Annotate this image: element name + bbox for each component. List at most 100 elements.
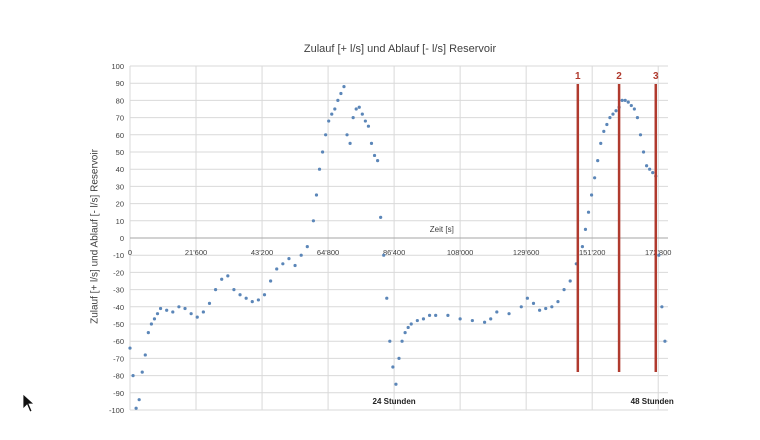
data-point bbox=[589, 193, 594, 197]
data-point bbox=[403, 331, 407, 335]
y-tick-label: -20 bbox=[113, 268, 124, 277]
y-tick-label: -80 bbox=[113, 372, 124, 381]
y-tick-label: 100 bbox=[111, 62, 124, 71]
data-point bbox=[391, 365, 395, 369]
data-point bbox=[556, 300, 560, 304]
data-point bbox=[519, 305, 523, 309]
data-point bbox=[538, 308, 542, 312]
x-tick-label: 86'400 bbox=[383, 248, 405, 257]
y-tick-label: -100 bbox=[109, 406, 124, 415]
x-tick-label: 151'200 bbox=[579, 248, 605, 257]
data-point bbox=[287, 257, 291, 261]
data-point bbox=[345, 133, 349, 137]
data-point bbox=[593, 176, 597, 180]
data-point bbox=[131, 374, 135, 378]
data-point bbox=[376, 159, 380, 163]
x-axis-label: Zeit [s] bbox=[430, 225, 454, 234]
data-point bbox=[482, 320, 487, 324]
marker-label: 3 bbox=[653, 71, 659, 82]
y-tick-label: 30 bbox=[116, 182, 124, 191]
data-point bbox=[550, 305, 554, 309]
data-point bbox=[155, 312, 160, 316]
data-point bbox=[583, 227, 588, 231]
data-point bbox=[629, 103, 633, 108]
data-point bbox=[638, 133, 643, 137]
y-tick-label: 90 bbox=[116, 79, 124, 88]
data-point bbox=[562, 288, 566, 292]
y-tick-label: 80 bbox=[116, 96, 124, 105]
data-point bbox=[369, 141, 374, 145]
data-point bbox=[507, 312, 511, 316]
data-point bbox=[632, 107, 636, 111]
data-point bbox=[648, 167, 652, 171]
data-point bbox=[495, 310, 499, 314]
data-point bbox=[580, 245, 585, 249]
data-point bbox=[339, 91, 343, 96]
data-point bbox=[320, 150, 325, 154]
data-point bbox=[207, 301, 212, 305]
data-point bbox=[406, 325, 410, 330]
data-point bbox=[641, 150, 646, 154]
data-point bbox=[434, 313, 438, 317]
data-point bbox=[137, 398, 141, 402]
data-point bbox=[201, 310, 205, 314]
data-point bbox=[262, 293, 267, 297]
data-point bbox=[421, 317, 426, 321]
chart-title: Zulauf [+ l/s] und Ablauf [- l/s] Reserv… bbox=[303, 43, 497, 55]
data-point bbox=[586, 210, 591, 214]
data-point bbox=[397, 356, 401, 360]
data-point bbox=[611, 112, 615, 116]
data-point bbox=[351, 116, 355, 120]
data-point bbox=[645, 164, 649, 168]
data-point bbox=[596, 159, 600, 163]
data-point bbox=[599, 141, 603, 145]
data-point bbox=[183, 306, 187, 311]
data-point bbox=[602, 129, 606, 133]
data-point bbox=[140, 370, 144, 374]
data-point bbox=[366, 124, 371, 128]
data-point bbox=[623, 98, 627, 102]
data-point bbox=[342, 85, 346, 89]
data-point bbox=[626, 100, 630, 104]
data-point bbox=[226, 274, 230, 278]
data-point bbox=[531, 301, 536, 305]
y-tick-label: 70 bbox=[116, 114, 124, 123]
data-point bbox=[146, 331, 150, 335]
data-point bbox=[400, 339, 404, 343]
data-point bbox=[143, 353, 147, 357]
y-tick-label: 0 bbox=[120, 234, 124, 243]
y-tick-label: 20 bbox=[116, 200, 124, 209]
y-tick-label: -30 bbox=[113, 286, 124, 295]
data-point bbox=[388, 339, 392, 343]
data-point bbox=[409, 322, 413, 326]
data-point bbox=[149, 322, 153, 326]
y-tick-label: -70 bbox=[113, 354, 124, 363]
data-point bbox=[525, 296, 529, 300]
marker-label: 1 bbox=[575, 71, 581, 82]
data-point bbox=[317, 167, 322, 171]
data-point bbox=[152, 317, 157, 321]
y-tick-label: -50 bbox=[113, 320, 124, 329]
data-point bbox=[605, 122, 609, 127]
data-point bbox=[614, 109, 618, 113]
data-point bbox=[158, 306, 163, 311]
data-point bbox=[458, 317, 462, 321]
data-point bbox=[244, 296, 248, 300]
data-point bbox=[213, 288, 218, 292]
data-point bbox=[128, 346, 132, 350]
data-point bbox=[177, 305, 181, 309]
annotation-label: 24 Stunden bbox=[373, 397, 416, 406]
data-point bbox=[311, 219, 316, 223]
data-point bbox=[544, 306, 548, 311]
data-point bbox=[333, 107, 337, 111]
data-point bbox=[620, 98, 624, 102]
y-tick-label: 10 bbox=[116, 217, 124, 226]
data-point bbox=[195, 315, 199, 319]
data-point bbox=[651, 171, 655, 175]
data-point bbox=[489, 317, 493, 321]
data-point bbox=[281, 262, 285, 266]
data-point bbox=[250, 300, 254, 304]
data-point bbox=[394, 382, 398, 386]
data-point bbox=[470, 318, 474, 323]
data-point bbox=[299, 253, 303, 257]
